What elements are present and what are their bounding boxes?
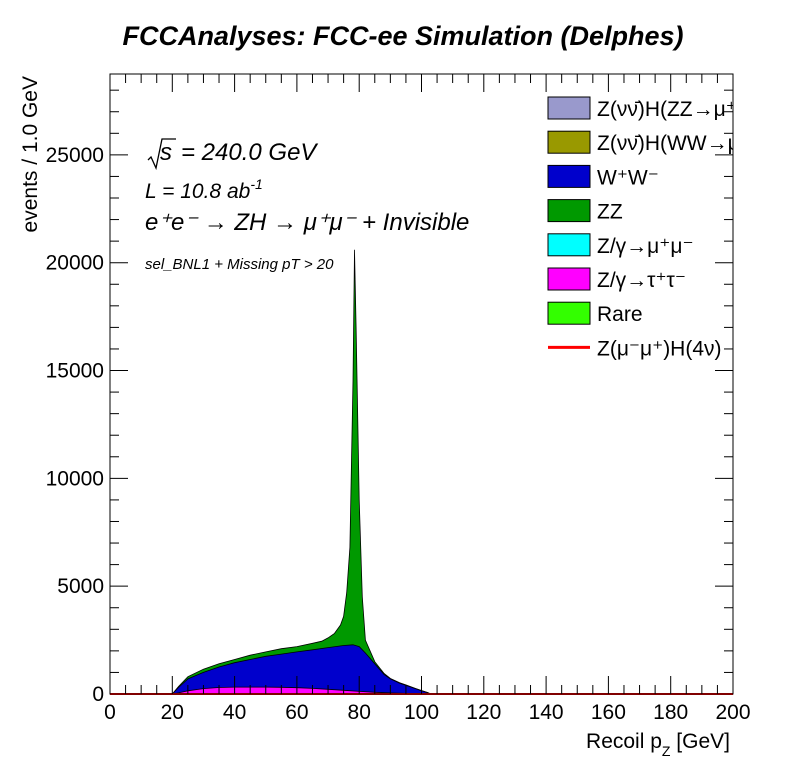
series-area-w-w-1 — [171, 644, 431, 695]
x-tick-label: 20 — [161, 701, 184, 724]
legend-label: Z/γ→τ⁺τ⁻ — [597, 269, 686, 292]
annotation-lumi: L = 10.8 ab-1 — [145, 176, 263, 203]
lumi-text: L = 10.8 ab — [145, 180, 251, 203]
lumi-superscript: -1 — [250, 176, 262, 192]
legend-label: Rare — [597, 303, 643, 326]
y-tick-label: 5000 — [57, 575, 104, 598]
legend-swatch — [547, 96, 591, 120]
histogram-stack — [171, 249, 431, 695]
y-tick-label: 20000 — [46, 252, 104, 275]
annotation-process: e⁺e⁻ → ZH → μ⁺μ⁻ + Invisible — [145, 209, 469, 236]
annotation-sqrt-s: s = 240.0 GeV — [147, 138, 318, 171]
x-tick-label: 100 — [404, 701, 439, 724]
series-area-zz-0 — [171, 249, 431, 695]
x-axis-label: Recoil pZ [GeV] — [586, 730, 730, 759]
legend-swatch — [547, 267, 591, 291]
y-tick-label: 10000 — [46, 467, 104, 490]
x-tick-label: 180 — [653, 701, 688, 724]
annotation-selection: sel_BNL1 + Missing pT > 20 — [145, 256, 334, 273]
legend-entries: Z(νν̄)H(ZZ→μ⁺μ⁻ν⁺ Z(νν̄)H(WW→μ⁺νμ W⁺W⁻ ZZ Z/… — [547, 96, 782, 360]
x-tick-label: 160 — [591, 701, 626, 724]
x-tick-label: 0 — [104, 701, 116, 724]
y-axis-label: events / 1.0 GeV — [19, 76, 42, 232]
legend-swatch — [547, 233, 591, 257]
x-tick-label: 40 — [223, 701, 246, 724]
legend-label: W⁺W⁻ — [597, 166, 659, 189]
y-axis: 0 5000 10000 15000 20000 25000 — [46, 89, 733, 706]
y-tick-label: 25000 — [46, 144, 104, 167]
legend-label: Z(νν̄)H(ZZ→μ⁺μ⁻ν⁺ — [597, 98, 782, 121]
x-tick-label: 120 — [466, 701, 501, 724]
x-tick-label: 200 — [715, 701, 750, 724]
y-tick-label: 15000 — [46, 360, 104, 383]
x-tick-label: 60 — [285, 701, 308, 724]
legend-swatch — [547, 301, 591, 325]
legend-label: ZZ — [597, 201, 623, 224]
legend-swatch — [547, 199, 591, 223]
chart-title: FCCAnalyses: FCC-ee Simulation (Delphes) — [122, 21, 683, 51]
sqrt-s-symbol: s — [160, 139, 172, 166]
legend-swatch — [547, 164, 591, 188]
y-tick-label: 0 — [92, 683, 104, 706]
x-tick-label: 80 — [348, 701, 371, 724]
x-tick-label: 140 — [529, 701, 564, 724]
sqrt-s-value: = 240.0 GeV — [181, 139, 318, 166]
legend-label: Z/γ→μ⁺μ⁻ — [597, 235, 694, 258]
sqrt-icon — [147, 138, 176, 171]
legend-label: Z(νν̄)H(WW→μ⁺νμ — [597, 132, 773, 155]
legend: Z(νν̄)H(ZZ→μ⁺μ⁻ν⁺ Z(νν̄)H(WW→μ⁺νμ W⁺W⁻ ZZ Z/… — [547, 96, 782, 360]
legend-label: Z(μ⁻μ⁺)H(4ν) — [597, 337, 722, 360]
legend-swatch — [547, 130, 591, 154]
x-axis: 0 20 40 60 80 100 120 140 160 180 200 — [104, 74, 751, 724]
